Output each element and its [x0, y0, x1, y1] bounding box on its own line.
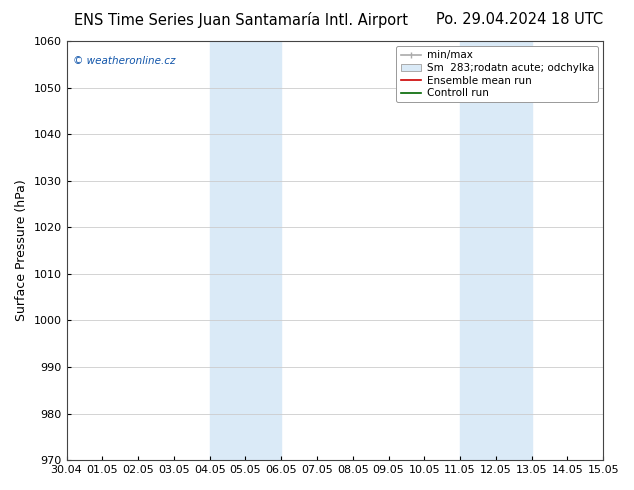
Text: © weatheronline.cz: © weatheronline.cz	[73, 56, 176, 66]
Y-axis label: Surface Pressure (hPa): Surface Pressure (hPa)	[15, 180, 28, 321]
Text: Po. 29.04.2024 18 UTC: Po. 29.04.2024 18 UTC	[436, 12, 604, 27]
Bar	[210, 41, 281, 460]
Text: ENS Time Series Juan Santamaría Intl. Airport: ENS Time Series Juan Santamaría Intl. Ai…	[74, 12, 408, 28]
Legend: min/max, Sm  283;rodatn acute; odchylka, Ensemble mean run, Controll run: min/max, Sm 283;rodatn acute; odchylka, …	[396, 46, 598, 102]
Bar	[460, 41, 532, 460]
